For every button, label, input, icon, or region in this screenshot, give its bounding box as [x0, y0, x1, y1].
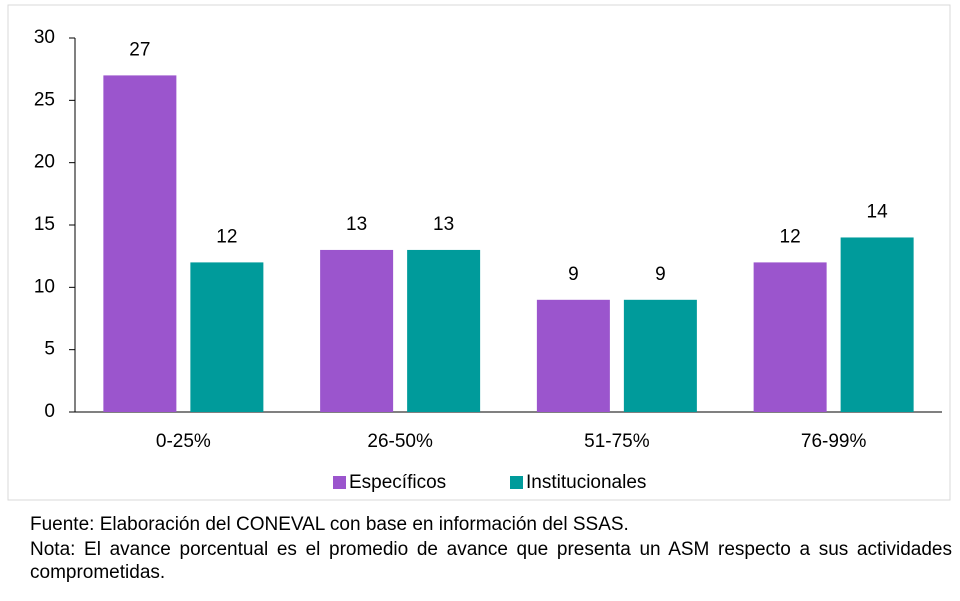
note-text: Nota: El avance porcentual es el promedi…	[30, 539, 952, 583]
chart-border	[7, 4, 951, 501]
bar	[190, 262, 264, 412]
value-label: 12	[780, 226, 801, 247]
value-label: 27	[129, 39, 150, 60]
bar	[536, 299, 610, 412]
bar	[623, 299, 697, 412]
bar	[407, 249, 481, 412]
y-tick-label: 25	[34, 89, 55, 110]
bar	[753, 262, 827, 412]
y-tick-label: 15	[34, 214, 55, 235]
value-label: 9	[568, 264, 579, 285]
value-label: 14	[867, 201, 889, 222]
y-tick-label: 20	[34, 152, 55, 173]
bar	[840, 237, 914, 412]
chart: 0 5 10 15 20 25 30 0-25% 27 12 26-50% 13 13 51-75% 9 9 7…	[7, 4, 951, 501]
x-tick-label: 0-25%	[156, 431, 211, 452]
x-tick-label: 76-99%	[801, 431, 867, 452]
y-tick-label: 30	[34, 27, 55, 48]
legend-label: Institucionales	[526, 472, 646, 493]
y-tick-label: 5	[44, 339, 55, 360]
legend-swatch	[510, 476, 523, 489]
y-tick-label: 0	[44, 401, 55, 422]
value-label: 9	[655, 264, 666, 285]
y-tick-label: 10	[34, 276, 55, 297]
x-tick-label: 51-75%	[584, 431, 650, 452]
bar	[103, 75, 177, 413]
value-label: 12	[216, 226, 237, 247]
x-tick-label: 26-50%	[367, 431, 433, 452]
value-label: 13	[433, 214, 454, 235]
legend-label: Específicos	[349, 472, 446, 493]
bar	[320, 249, 394, 412]
source-text: Fuente: Elaboración del CONEVAL con base…	[30, 514, 629, 535]
value-label: 13	[346, 214, 367, 235]
legend-swatch	[333, 476, 346, 489]
